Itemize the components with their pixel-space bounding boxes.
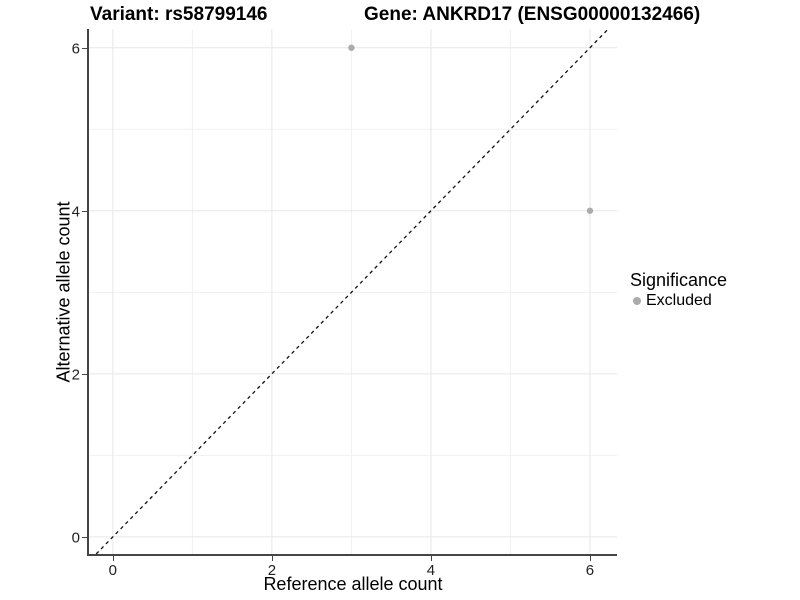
x-tick-mark — [271, 556, 274, 561]
x-tick-label: 6 — [585, 562, 595, 579]
legend: Significance Excluded — [630, 270, 727, 310]
data-point — [348, 44, 355, 51]
y-tick-mark — [82, 536, 87, 539]
y-tick-label: 0 — [71, 529, 80, 547]
x-tick-mark — [430, 556, 433, 561]
x-tick-mark — [589, 556, 592, 561]
x-tick-label: 4 — [426, 562, 436, 579]
x-tick-label: 0 — [108, 562, 118, 579]
y-tick-label: 6 — [71, 40, 80, 58]
gene-title: Gene: ANKRD17 (ENSG00000132466) — [364, 4, 701, 25]
x-axis-label: Reference allele count — [263, 574, 443, 594]
legend-item-excluded: Excluded — [630, 292, 727, 310]
plot-canvas — [89, 29, 617, 554]
y-tick-label: 4 — [71, 203, 80, 221]
identity-line — [95, 29, 609, 554]
plot-panel — [87, 29, 617, 556]
x-tick-mark — [112, 556, 115, 561]
y-tick-mark — [82, 47, 87, 50]
y-tick-label: 2 — [71, 366, 80, 384]
legend-point-excluded-icon — [633, 297, 641, 305]
legend-title: Significance — [630, 270, 728, 290]
y-axis-label: Alternative allele count — [53, 201, 74, 383]
y-tick-mark — [82, 210, 87, 213]
data-point — [586, 207, 594, 214]
x-tick-label: 2 — [267, 562, 277, 579]
variant-title: Variant: rs58799146 — [90, 4, 268, 25]
legend-item-label: Excluded — [646, 292, 712, 309]
y-tick-mark — [82, 373, 87, 376]
